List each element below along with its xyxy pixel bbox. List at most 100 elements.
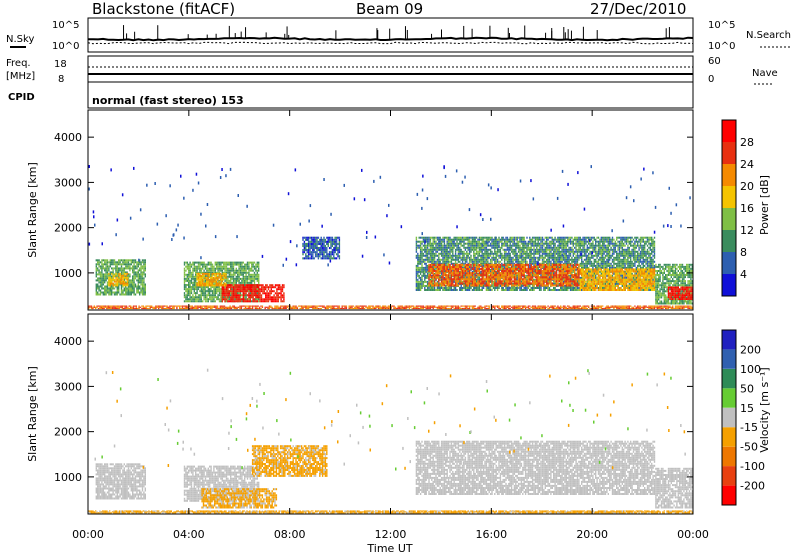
heatmap-cell <box>202 281 203 283</box>
heatmap-cell <box>528 255 529 257</box>
heatmap-cell <box>194 292 195 294</box>
heatmap-cell <box>133 286 134 288</box>
heatmap-cell <box>448 255 449 257</box>
heatmap-cell <box>550 249 551 251</box>
heatmap-cell <box>219 262 220 264</box>
heatmap-cell <box>484 259 485 261</box>
heatmap-cell <box>107 265 108 267</box>
heatmap-cell <box>557 253 558 255</box>
heatmap-cell <box>96 263 97 265</box>
heatmap-cell <box>248 262 249 264</box>
heatmap-cell <box>553 245 554 247</box>
heatmap-cell <box>420 259 421 261</box>
heatmap-cell <box>236 276 237 278</box>
heatmap-cell <box>132 277 133 279</box>
heatmap-cell <box>563 247 564 249</box>
heatmap-cell <box>143 284 144 286</box>
heatmap-cell <box>97 284 98 286</box>
heatmap-cell <box>519 287 520 289</box>
heatmap-cell <box>459 287 460 289</box>
heatmap-cell <box>571 287 572 289</box>
heatmap-cell <box>184 300 185 302</box>
heatmap-cell <box>540 247 541 249</box>
heatmap-cell <box>477 257 478 259</box>
heatmap-cell <box>191 266 192 268</box>
heatmap-cell <box>560 287 561 289</box>
heatmap-cell <box>434 255 435 257</box>
heatmap-cell <box>312 239 313 241</box>
heatmap-cell <box>573 239 574 241</box>
heatmap-cell <box>230 296 231 298</box>
heatmap-cell <box>97 259 98 261</box>
heatmap-cell <box>142 265 143 267</box>
heatmap-cell <box>426 289 427 291</box>
heatmap-cell <box>567 289 568 291</box>
heatmap-cell <box>514 245 515 247</box>
heatmap-cell <box>311 255 312 257</box>
heatmap-cell <box>533 257 534 259</box>
heatmap-cell <box>440 287 441 289</box>
heatmap-cell <box>469 243 470 245</box>
heatmap-cell <box>111 281 112 283</box>
heatmap-cell <box>445 287 446 289</box>
heatmap-cell <box>449 243 450 245</box>
heatmap-cell <box>462 239 463 241</box>
heatmap-cell <box>237 264 238 266</box>
heatmap-cell <box>440 245 441 247</box>
heatmap-cell <box>542 239 543 241</box>
heatmap-cell <box>496 257 497 259</box>
heatmap-cell <box>236 272 237 274</box>
heatmap-cell <box>552 243 553 245</box>
heatmap-cell <box>115 292 116 294</box>
heatmap-cell <box>100 294 101 296</box>
heatmap-cell <box>266 290 267 292</box>
heatmap-cell <box>241 284 242 286</box>
heatmap-cell <box>312 253 313 255</box>
heatmap-cell <box>312 249 313 251</box>
heatmap-cell <box>272 284 273 286</box>
heatmap-cell <box>417 259 418 261</box>
heatmap-cell <box>202 285 203 287</box>
heatmap-cell <box>230 286 231 288</box>
heatmap-cell <box>107 259 108 261</box>
heatmap-cell <box>195 296 196 298</box>
heatmap-cell <box>237 298 238 300</box>
heatmap-cell <box>266 292 267 294</box>
heatmap-cell <box>419 285 420 287</box>
heatmap-cell <box>201 275 202 277</box>
heatmap-cell <box>226 270 227 272</box>
heatmap-cell <box>564 249 565 251</box>
heatmap-cell <box>201 300 202 302</box>
heatmap-cell <box>419 241 420 243</box>
heatmap-cell <box>426 269 427 271</box>
heatmap-cell <box>438 287 439 289</box>
heatmap-cell <box>271 284 272 286</box>
heatmap-cell <box>539 237 540 239</box>
heatmap-cell <box>498 257 499 259</box>
heatmap-cell <box>442 251 443 253</box>
heatmap-cell <box>466 239 467 241</box>
heatmap-cell <box>189 264 190 266</box>
heatmap-cell <box>543 257 544 259</box>
heatmap-cell <box>420 255 421 257</box>
heatmap-cell <box>229 280 230 282</box>
heatmap-cell <box>199 300 200 302</box>
heatmap-cell <box>451 249 452 251</box>
heatmap-cell <box>325 239 326 241</box>
heatmap-cell <box>305 243 306 245</box>
heatmap-cell <box>126 294 127 296</box>
heatmap-cell <box>416 285 417 287</box>
heatmap-cell <box>264 298 265 300</box>
heatmap-cell <box>580 241 581 243</box>
heatmap-cell <box>507 249 508 251</box>
heatmap-cell <box>198 262 199 264</box>
heatmap-cell <box>202 279 203 281</box>
heatmap-cell <box>556 241 557 243</box>
heatmap-cell <box>566 255 567 257</box>
heatmap-cell <box>578 249 579 251</box>
heatmap-cell <box>238 276 239 278</box>
heatmap-cell <box>542 251 543 253</box>
heatmap-cell <box>538 267 539 269</box>
heatmap-cell <box>521 247 522 249</box>
heatmap-cell <box>142 271 143 273</box>
